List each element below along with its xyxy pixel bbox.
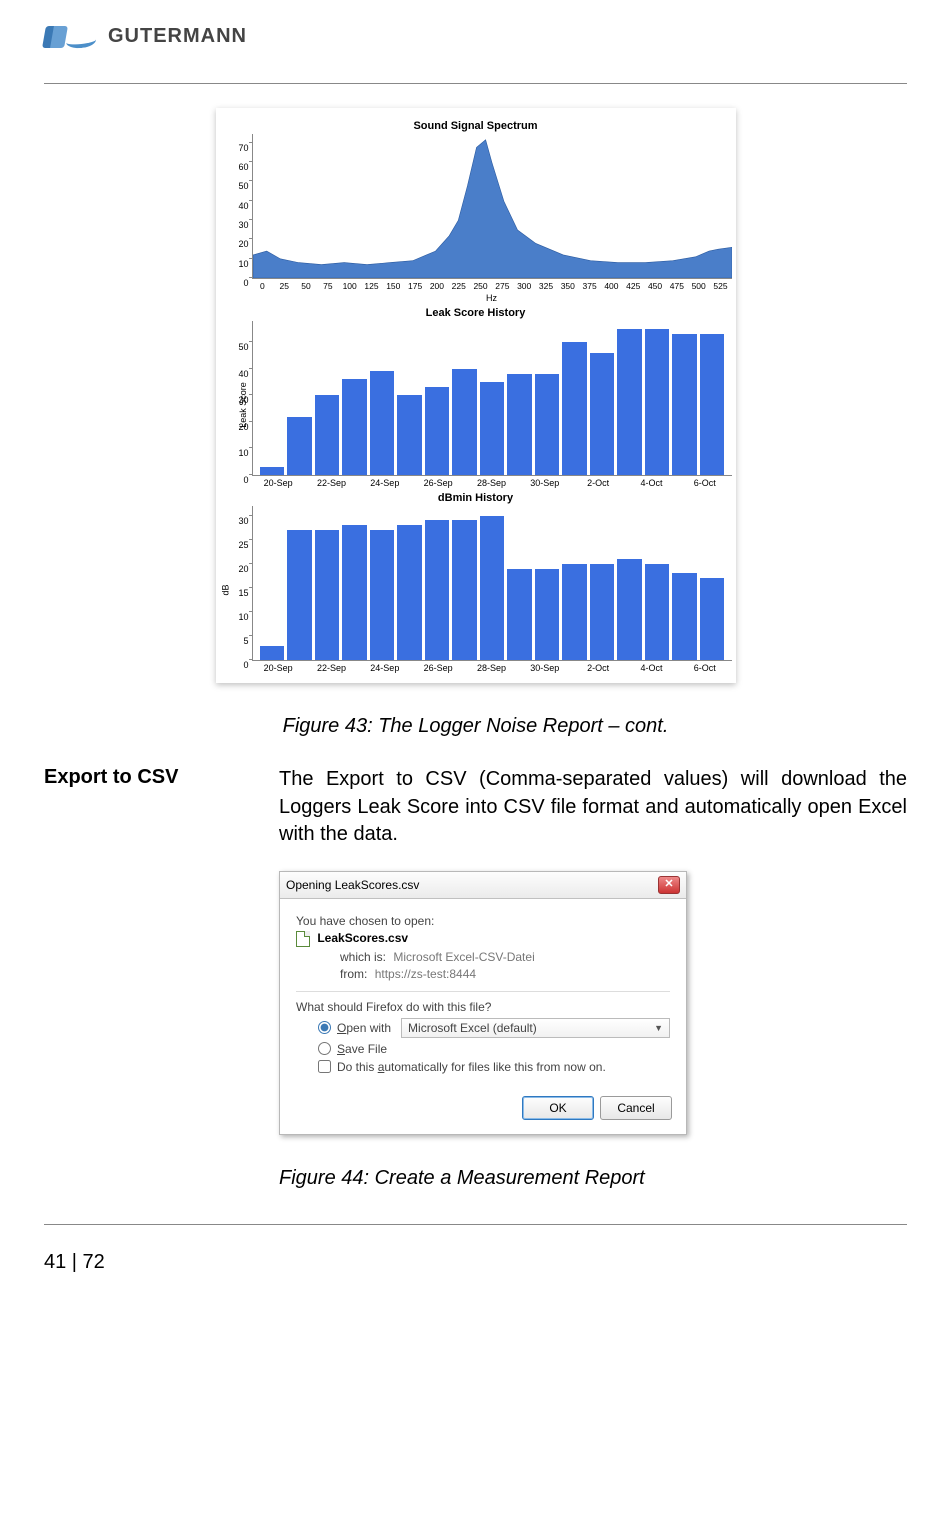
- header-rule: [44, 83, 907, 84]
- logo-text: GUTERMANN: [108, 25, 247, 48]
- from-value: https://zs-test:8444: [375, 967, 476, 981]
- logo-swoosh-icon: [72, 26, 102, 48]
- dialog-filename: LeakScores.csv: [317, 931, 408, 945]
- leak-score-chart: Leak Score 01020304050 20-Sep22-Sep24-Se…: [224, 321, 728, 488]
- axis-label: Hz: [252, 293, 732, 303]
- open-with-value: Microsoft Excel (default): [408, 1021, 537, 1035]
- from-label: from:: [340, 967, 367, 981]
- section-heading: Export to CSV: [44, 766, 279, 849]
- ok-button[interactable]: OK: [522, 1096, 594, 1120]
- file-icon: [296, 931, 310, 947]
- dialog-question: What should Firefox do with this file?: [296, 1000, 670, 1014]
- charts-figure: Sound Signal Spectrum 010203040506070 02…: [216, 108, 736, 683]
- which-is-label: which is:: [340, 950, 386, 964]
- chevron-down-icon: ▼: [654, 1023, 663, 1033]
- page-number: 41 | 72: [44, 1251, 907, 1274]
- cancel-button[interactable]: Cancel: [600, 1096, 672, 1120]
- save-file-label: Save File: [337, 1042, 387, 1056]
- dialog-title: Opening LeakScores.csv: [286, 878, 419, 892]
- open-with-label: Open with: [337, 1021, 391, 1035]
- dialog-intro: You have chosen to open:: [296, 914, 670, 928]
- chart-title: dBmin History: [224, 492, 728, 504]
- spectrum-chart: 010203040506070 025507510012515017520022…: [224, 134, 728, 303]
- footer-rule: [44, 1224, 907, 1225]
- body-paragraph: The Export to CSV (Comma-separated value…: [279, 766, 907, 849]
- chart-title: Sound Signal Spectrum: [224, 120, 728, 132]
- which-is-value: Microsoft Excel-CSV-Datei: [393, 950, 534, 964]
- open-with-select[interactable]: Microsoft Excel (default) ▼: [401, 1018, 670, 1038]
- automatic-checkbox[interactable]: [318, 1060, 331, 1073]
- close-icon[interactable]: ✕: [658, 876, 680, 894]
- figure-caption: Figure 43: The Logger Noise Report – con…: [44, 715, 907, 738]
- brand-logo: GUTERMANN: [44, 25, 907, 48]
- logo-icon: [44, 26, 66, 48]
- download-dialog: Opening LeakScores.csv ✕ You have chosen…: [279, 871, 687, 1135]
- dbmin-chart: dB 051015202530 20-Sep22-Sep24-Sep26-Sep…: [224, 506, 728, 673]
- open-with-radio[interactable]: [318, 1021, 331, 1034]
- chart-title: Leak Score History: [224, 307, 728, 319]
- save-file-radio[interactable]: [318, 1042, 331, 1055]
- dialog-titlebar: Opening LeakScores.csv ✕: [280, 872, 686, 899]
- automatic-label: Do this automatically for files like thi…: [337, 1060, 606, 1074]
- figure-caption: Figure 44: Create a Measurement Report: [279, 1167, 907, 1190]
